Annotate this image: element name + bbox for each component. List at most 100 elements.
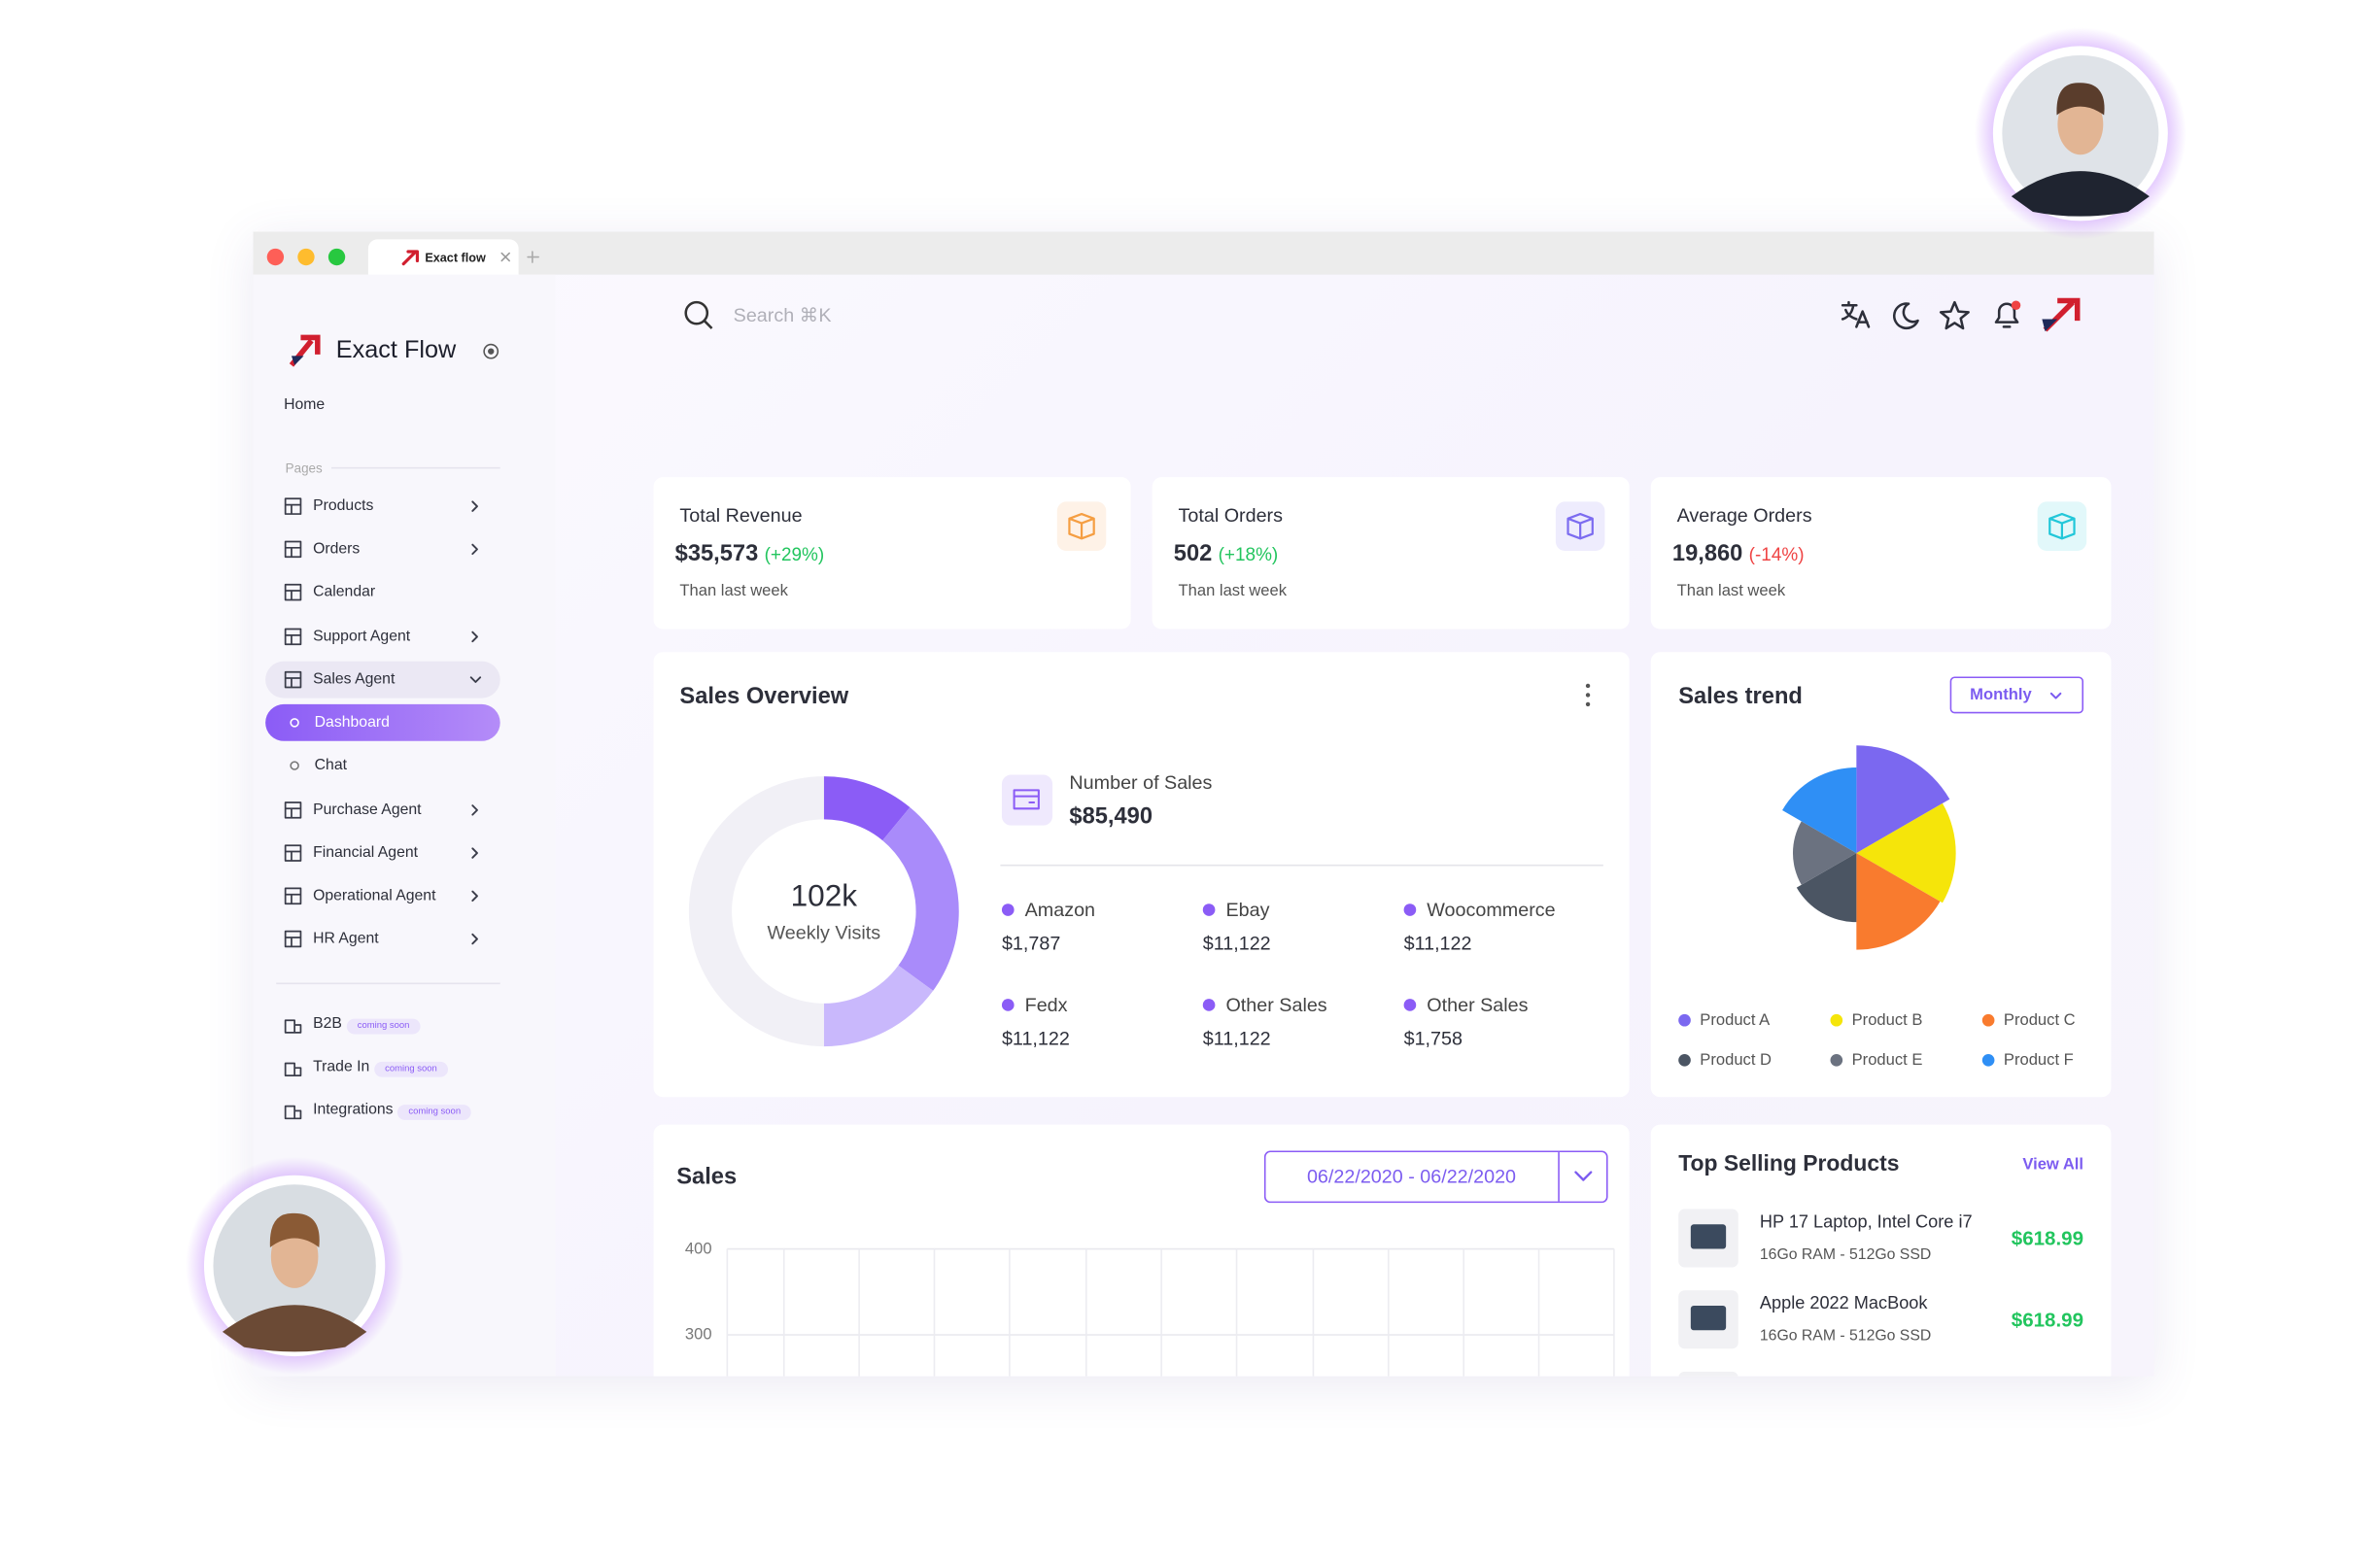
nav-item[interactable]: Integrations (313, 1101, 394, 1119)
avatar-body (2011, 171, 2150, 217)
legend-dot (1830, 1053, 1843, 1067)
donut-segment (688, 776, 824, 1047)
card-title: Sales Overview (679, 683, 849, 710)
browser-window: Exact flow Exact Flow Home Pages Products Ord… (253, 231, 2154, 1377)
nav-chevron (471, 804, 478, 816)
toolbar-icon[interactable] (1939, 300, 1970, 330)
period-label[interactable]: Monthly (1970, 685, 2032, 704)
channel-value: $11,122 (1001, 1028, 1070, 1050)
polar-sector (1856, 853, 1941, 950)
nav-item[interactable]: Operational Agent (313, 887, 436, 904)
nav-item[interactable]: Trade In (313, 1058, 370, 1076)
product-name: HP 17 Laptop, Intel Core i7 (1759, 1213, 1973, 1233)
nav-item[interactable]: Chat (314, 757, 348, 774)
tab[interactable] (367, 239, 519, 275)
nav-chevron (469, 676, 482, 683)
channel-value: $1,787 (1001, 933, 1061, 955)
legend-label: Product B (1851, 1010, 1923, 1030)
period-select[interactable] (1949, 676, 2084, 714)
card-title: Top Selling Products (1678, 1152, 1900, 1177)
legend-dot (1981, 1013, 1995, 1027)
stat-value-row: $35,573 (+29%) (675, 541, 825, 567)
product-thumb (1678, 1371, 1738, 1377)
nav-item[interactable]: Dashboard (314, 714, 390, 732)
tab-logo (401, 250, 420, 266)
search-icon (684, 300, 709, 325)
channel-name: Woocommerce (1427, 899, 1556, 921)
channel-name: Ebay (1225, 899, 1270, 921)
nav-icon (284, 1019, 302, 1034)
stat-card (1152, 477, 1630, 630)
nav-active[interactable] (265, 703, 500, 741)
avatar-body (222, 1305, 367, 1352)
nav-home[interactable]: Home (284, 396, 326, 414)
toolbar-icon[interactable] (1841, 300, 1871, 328)
product-price: $618.99 (2011, 1226, 2084, 1250)
nav-item[interactable]: HR Agent (313, 930, 379, 948)
channel-value: $1,758 (1403, 1028, 1463, 1050)
date-range[interactable] (1263, 1150, 1608, 1204)
donut-segment (882, 807, 959, 991)
nav-item[interactable]: Financial Agent (313, 844, 419, 862)
avatar-face (270, 1225, 319, 1288)
polar-sector (1856, 745, 1950, 854)
menu-dot[interactable] (1585, 683, 1591, 689)
brand-badge (483, 343, 499, 359)
coming-soon-badge: coming soon (346, 1018, 421, 1035)
legend-label: Product D (1700, 1050, 1773, 1070)
total-icon-bg (1001, 774, 1053, 826)
total-icon (1013, 789, 1040, 810)
stat-title: Total Orders (1178, 504, 1284, 527)
legend-dot (1830, 1013, 1843, 1027)
toolbar-icon[interactable] (1994, 302, 2019, 328)
stat-value: 19,860 (1671, 540, 1743, 567)
brand-badge-dot (488, 348, 495, 355)
menu-dot[interactable] (1585, 693, 1591, 698)
max-dot[interactable] (327, 248, 346, 266)
date-range-text[interactable]: 06/22/2020 - 06/22/2020 (1306, 1166, 1517, 1188)
nav-item[interactable]: Calendar (313, 583, 376, 601)
badge-row: Integrations coming soon (313, 1101, 472, 1120)
title-bar (253, 231, 2154, 275)
legend-dot (1678, 1053, 1691, 1067)
nav-sub-dot (290, 718, 299, 728)
stat-card (1650, 477, 2112, 630)
nav-item[interactable]: B2B (313, 1015, 342, 1033)
nav-item[interactable]: Orders (313, 540, 361, 559)
total-value: $85,490 (1069, 802, 1153, 830)
min-dot[interactable] (297, 248, 315, 266)
nav-item[interactable]: Sales Agent (313, 670, 396, 689)
channel-value: $11,122 (1202, 933, 1271, 955)
product-spec: 16Go RAM - 512Go SSD (1759, 1327, 1932, 1346)
search-input[interactable]: Search ⌘K (733, 304, 832, 326)
product-image (1690, 1305, 1727, 1331)
nav-chevron (471, 890, 478, 902)
channel-value: $11,122 (1403, 933, 1472, 955)
nav-open[interactable] (265, 661, 500, 699)
stat-note: Than last week (1676, 581, 1786, 600)
y-tick-label: 300 (684, 1325, 712, 1345)
coming-soon-badge: coming soon (374, 1061, 448, 1077)
channel-name: Fedx (1024, 994, 1068, 1016)
date-chevron (1574, 1171, 1593, 1181)
profile-logo-2 (2042, 319, 2058, 332)
card-title: Sales trend (1678, 683, 1803, 710)
nav-item[interactable]: Support Agent (313, 628, 411, 646)
close-dot[interactable] (266, 248, 285, 266)
legend-dot (1678, 1013, 1691, 1027)
stat-change: (-14%) (1748, 543, 1805, 565)
nav-icon (284, 583, 302, 601)
donut-center-value: 102k (790, 879, 858, 914)
channel-name: Other Sales (1427, 994, 1529, 1016)
product-spec: 16Go RAM - 512Go SSD (1759, 1246, 1932, 1264)
view-all[interactable]: View All (2022, 1155, 2084, 1175)
graphics (276, 250, 2081, 1377)
nav-item[interactable]: Purchase Agent (313, 801, 422, 819)
stat-value: 502 (1173, 540, 1213, 567)
nav-item[interactable]: Products (313, 497, 374, 515)
menu-dot[interactable] (1585, 701, 1591, 707)
toolbar-icon[interactable] (1892, 302, 1919, 330)
donut-center-label: Weekly Visits (767, 922, 881, 944)
product-name: Apple 2022 MacBook (1759, 1294, 1928, 1313)
